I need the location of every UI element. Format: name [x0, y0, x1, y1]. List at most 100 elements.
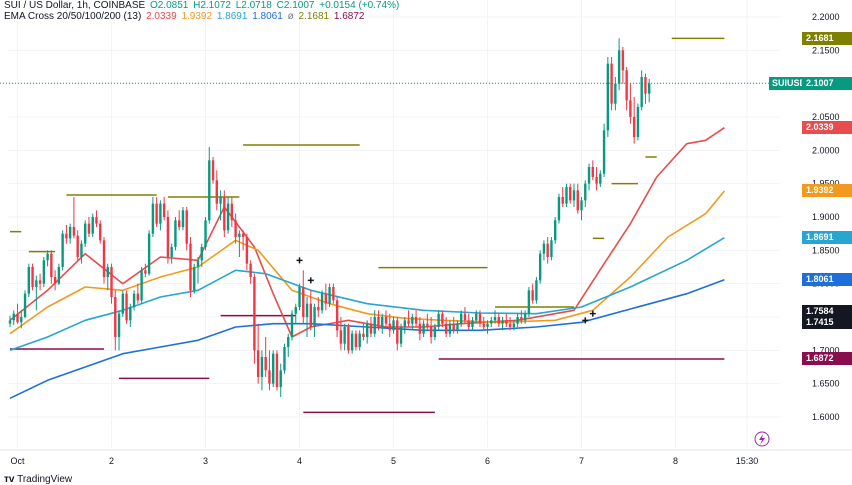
candle [136, 293, 140, 301]
price-label: 1.8061 [802, 273, 852, 287]
candle [196, 260, 200, 267]
candle [414, 317, 418, 324]
candle [512, 323, 516, 327]
candle [362, 333, 365, 337]
candle [572, 190, 576, 201]
candle [546, 243, 549, 257]
candle [433, 327, 437, 337]
candle [99, 223, 102, 241]
candle [46, 253, 49, 261]
candle [226, 203, 230, 231]
candle [219, 197, 222, 204]
time-tick: 4 [297, 456, 302, 466]
candle [298, 287, 301, 307]
time-axis[interactable]: Oct 2 3 4 5 6 7 8 15:30 [0, 431, 852, 466]
candle [392, 320, 395, 331]
candle [369, 323, 373, 334]
candle [610, 63, 613, 104]
candle [584, 183, 587, 201]
candle [602, 130, 606, 174]
candle [241, 233, 245, 237]
candle [320, 293, 324, 311]
candle [279, 370, 282, 387]
ema-lines [9, 127, 726, 400]
candle [493, 317, 497, 321]
candle [531, 290, 534, 301]
price-label: 1.7584 [802, 304, 852, 318]
candle [53, 277, 57, 284]
ema50-value: 1.9392 [181, 11, 213, 22]
candle [452, 323, 455, 331]
candle [125, 293, 128, 321]
time-tick: 7 [579, 456, 584, 466]
candle [576, 190, 579, 211]
price-label: 2.1681 [802, 31, 852, 45]
tradingview-logo[interactable]: ᴛᴠ TradingView [4, 474, 72, 485]
candle [102, 240, 106, 277]
candle [625, 70, 628, 101]
level-high-value: 2.1681 [298, 11, 330, 22]
candle [561, 197, 564, 204]
symbol-price-tag: SUIUSD [769, 76, 810, 90]
candle [204, 220, 207, 247]
price-label: 1.7415 [802, 316, 852, 330]
candle [343, 327, 346, 344]
candles[interactable] [8, 38, 651, 397]
candle [12, 313, 15, 321]
candle [253, 277, 256, 351]
candle [144, 270, 147, 274]
candle [72, 227, 76, 236]
alert-icon-circle [754, 431, 770, 447]
candle [471, 320, 474, 327]
candle [535, 280, 538, 301]
price-label: 1.6872 [802, 352, 852, 366]
candle [335, 300, 339, 331]
brand-name: TradingView [17, 474, 73, 485]
price-tick: 2.0500 [812, 112, 840, 122]
candle [313, 307, 316, 327]
candle [76, 235, 79, 257]
price-tick: 2.0000 [812, 145, 840, 155]
candle [309, 303, 312, 327]
candle [256, 350, 260, 377]
candle [587, 167, 591, 184]
candle [441, 313, 444, 324]
change-value: +0.0154 (+0.74%) [319, 0, 400, 11]
level-lines [10, 37, 725, 414]
candle [384, 317, 388, 324]
candle [162, 203, 166, 217]
alert-icon [754, 431, 770, 447]
price-label: 1.8691 [802, 231, 852, 245]
candle [358, 333, 361, 347]
candle [91, 217, 94, 234]
candle [580, 200, 583, 211]
candle [238, 233, 241, 237]
symbol-title[interactable]: SUI / US Dollar, 1h, COINBASE [4, 0, 146, 11]
candle [366, 323, 369, 337]
candle [140, 270, 143, 301]
candle [35, 280, 38, 287]
price-label: 2.0339 [802, 121, 852, 135]
time-tick: 6 [485, 456, 490, 466]
chart-header-indicator: EMA Cross 20/50/100/200 (13) 2.0339 1.93… [4, 11, 366, 22]
open-value: O2.0851 [149, 0, 189, 11]
ema100-value: 1.8691 [216, 11, 248, 22]
candle [516, 317, 519, 324]
candle [482, 323, 485, 327]
null-mark: ø [287, 11, 294, 22]
candle [595, 177, 598, 184]
candle [463, 313, 467, 321]
candle [538, 253, 542, 281]
candle [422, 323, 425, 334]
candle [629, 100, 632, 117]
price-tick: 2.1500 [812, 45, 840, 55]
candle [505, 320, 508, 324]
candle [283, 347, 286, 371]
candle [332, 287, 335, 301]
candle [178, 220, 181, 227]
indicator-title[interactable]: EMA Cross 20/50/100/200 (13) [4, 11, 142, 22]
ema-50-line [9, 190, 726, 335]
candle [381, 317, 384, 327]
price-tick: 1.8500 [812, 245, 840, 255]
